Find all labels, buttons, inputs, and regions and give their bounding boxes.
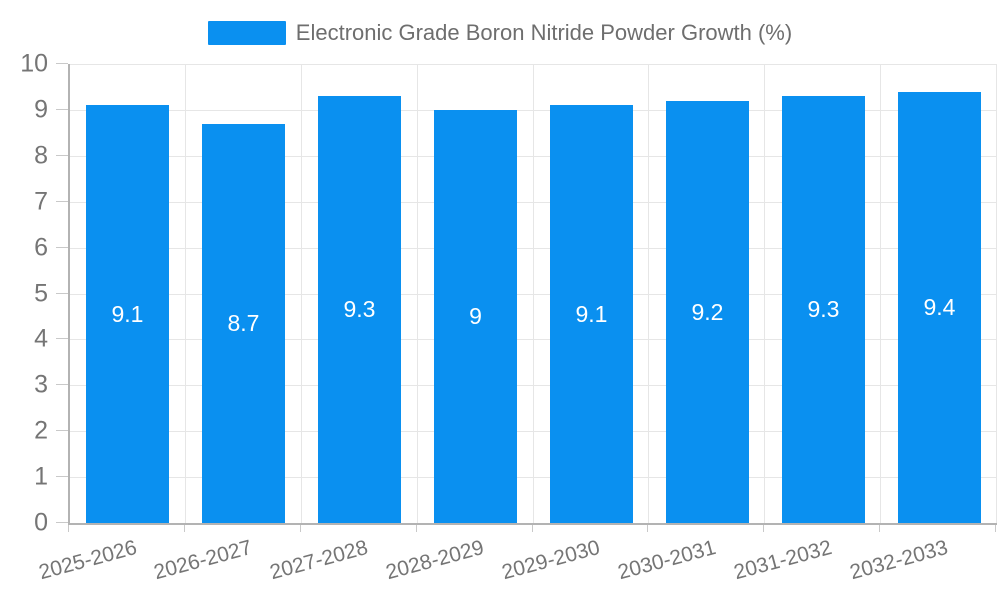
y-axis-tick <box>56 108 68 110</box>
gridline-v <box>184 64 186 523</box>
y-axis-tick <box>56 338 68 340</box>
gridline-v <box>764 64 766 523</box>
y-axis-tick <box>56 200 68 202</box>
x-axis-tick <box>299 525 301 532</box>
bar-2026-2027[interactable]: 8.7 <box>202 124 285 523</box>
x-axis-tick <box>879 525 881 532</box>
x-axis-tick <box>995 525 996 532</box>
x-axis-label: 2027-2028 <box>267 536 371 585</box>
y-axis-label: 3 <box>34 370 48 399</box>
plot-area: 9.1 8.7 9.3 9 9.1 9.2 9.3 9.4 <box>68 64 997 525</box>
x-axis-label: 2032-2033 <box>847 536 951 585</box>
x-axis-tick <box>183 525 185 532</box>
y-axis-tick <box>56 246 68 248</box>
gridline-v <box>416 64 418 523</box>
gridline-h <box>70 385 997 387</box>
gridline-h <box>70 477 997 479</box>
bar-2031-2032[interactable]: 9.3 <box>782 96 865 523</box>
gridline-v <box>996 64 997 523</box>
bar-2027-2028[interactable]: 9.3 <box>318 96 401 523</box>
y-axis-label: 2 <box>34 416 48 445</box>
y-axis-tick <box>56 522 68 523</box>
x-axis-label: 2025-2026 <box>35 536 139 585</box>
y-axis-tick <box>56 292 68 294</box>
x-axis-tick <box>415 525 417 532</box>
gridline-h <box>70 109 997 111</box>
bar-2030-2031[interactable]: 9.2 <box>666 101 749 523</box>
y-axis-label: 9 <box>34 95 48 124</box>
bar-value-label: 9.1 <box>575 300 608 327</box>
bar-value-label: 9.3 <box>343 296 376 322</box>
gridline-v <box>300 64 302 523</box>
bar-value-label: 8.7 <box>227 310 260 336</box>
x-axis-label: 2028-2029 <box>383 536 487 585</box>
gridline-v <box>648 64 650 523</box>
y-axis-tick <box>56 154 68 156</box>
gridline-h <box>70 201 997 203</box>
bar-value-label: 9.2 <box>691 298 724 325</box>
bar-2025-2026[interactable]: 9.1 <box>86 105 169 523</box>
y-axis-label: 5 <box>34 279 48 307</box>
y-axis-label: 1 <box>34 462 48 491</box>
x-axis-label: 2031-2032 <box>731 536 835 585</box>
x-axis-tick <box>68 525 69 532</box>
x-axis-label: 2029-2030 <box>499 536 603 585</box>
x-axis-tick <box>531 525 533 532</box>
gridline-h <box>70 431 997 433</box>
y-axis-tick <box>56 476 68 478</box>
x-axis-label: 2030-2031 <box>615 536 719 585</box>
y-axis-label: 7 <box>34 187 48 216</box>
y-axis-tick <box>56 384 68 386</box>
bar-value-label: 9.3 <box>807 296 840 322</box>
bar-2028-2029[interactable]: 9 <box>434 110 517 523</box>
y-axis-label: 0 <box>34 508 48 537</box>
y-axis-label: 8 <box>34 141 48 170</box>
gridline-h <box>70 64 997 65</box>
y-axis-label: 4 <box>34 324 48 353</box>
legend-label[interactable]: Electronic Grade Boron Nitride Powder Gr… <box>295 20 793 45</box>
gridline-h <box>70 293 997 295</box>
gridline-h <box>70 339 997 341</box>
bar-value-label: 9 <box>469 303 482 329</box>
y-axis-label: 10 <box>20 49 48 78</box>
x-axis-label: 2026-2027 <box>151 536 255 585</box>
gridline-v <box>532 64 534 523</box>
gridline-h <box>70 247 997 249</box>
y-axis-tick <box>56 63 68 64</box>
gridline-h <box>70 155 997 157</box>
bar-2032-2033[interactable]: 9.4 <box>898 92 981 523</box>
y-axis-tick <box>56 430 68 432</box>
gridline-v <box>880 64 882 523</box>
legend-swatch[interactable] <box>207 21 286 45</box>
bar-2029-2030[interactable]: 9.1 <box>550 105 633 523</box>
x-axis-tick <box>763 525 765 532</box>
y-axis-label: 6 <box>34 233 48 262</box>
x-axis-tick <box>647 525 649 532</box>
bar-value-label: 9.1 <box>111 300 144 327</box>
bar-value-label: 9.4 <box>923 294 956 320</box>
legend: Electronic Grade Boron Nitride Powder Gr… <box>0 20 1000 46</box>
